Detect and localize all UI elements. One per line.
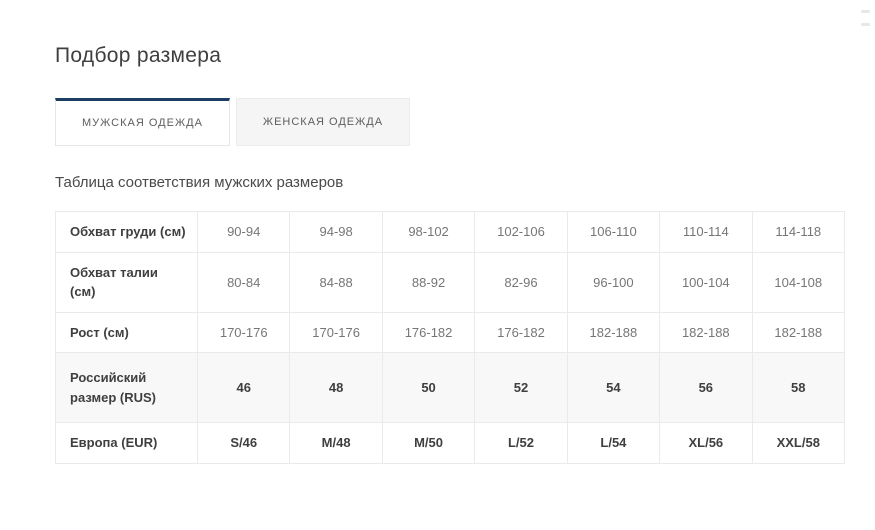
size-cell: XL/56: [659, 422, 753, 464]
table-row: Обхват талии (см) 80-84 84-88 88-92 82-96 96-…: [55, 251, 846, 313]
table-row: Российский размер (RUS) 46 48 50 52 54 56 58: [55, 352, 846, 423]
size-cell: 102-106: [474, 211, 568, 253]
size-cell: 48: [289, 352, 383, 423]
size-table-caption: Таблица соответствия мужских размеров: [55, 174, 344, 191]
size-cell: 106-110: [566, 211, 661, 253]
row-label: Европа (EUR): [55, 422, 198, 464]
size-cell: 52: [474, 352, 568, 423]
size-cell: 94-98: [289, 211, 383, 253]
size-cell: 98-102: [381, 211, 476, 253]
size-cell: L/54: [566, 422, 661, 464]
size-cell: 54: [566, 352, 661, 423]
size-cell: 176-182: [474, 311, 568, 353]
size-cell: 82-96: [474, 251, 568, 313]
size-correspondence-table: Обхват груди (см) 90-94 94-98 98-102 102-106…: [55, 211, 846, 464]
size-cell: 88-92: [381, 251, 476, 313]
size-cell: 84-88: [289, 251, 383, 313]
row-label: Рост (см): [55, 311, 198, 353]
tab-womens-clothing[interactable]: ЖЕНСКАЯ ОДЕЖДА: [235, 98, 411, 146]
size-cell: 100-104: [659, 251, 753, 313]
size-cell: 170-176: [289, 311, 383, 353]
size-cell: L/52: [474, 422, 568, 464]
size-cell: 56: [659, 352, 753, 423]
size-cell: 90-94: [196, 211, 291, 253]
tab-womens-clothing-label: ЖЕНСКАЯ ОДЕЖДА: [262, 116, 384, 128]
size-cell: 170-176: [196, 311, 291, 353]
size-cell: 58: [751, 352, 846, 423]
size-cell: 182-188: [659, 311, 753, 353]
size-table-body: Обхват груди (см) 90-94 94-98 98-102 102-106…: [55, 211, 846, 464]
size-cell: 104-108: [751, 251, 846, 313]
tab-mens-clothing-label: МУЖСКАЯ ОДЕЖДА: [82, 117, 203, 129]
size-cell: 80-84: [196, 251, 291, 313]
size-cell: 182-188: [751, 311, 846, 353]
page-title: Подбор размера: [55, 44, 222, 67]
scroll-indicator-icon: [861, 10, 870, 26]
clothing-tabs: МУЖСКАЯ ОДЕЖДА ЖЕНСКАЯ ОДЕЖДА: [55, 98, 845, 146]
row-label: Обхват груди (см): [55, 211, 198, 253]
size-cell: 182-188: [566, 311, 661, 353]
size-cell: 176-182: [381, 311, 476, 353]
size-cell: M/50: [381, 422, 476, 464]
row-label: Обхват талии (см): [55, 251, 198, 313]
size-cell: 96-100: [566, 251, 661, 313]
size-guide-panel: Подбор размера МУЖСКАЯ ОДЕЖДА ЖЕНСКАЯ ОД…: [55, 44, 846, 464]
table-row: Обхват груди (см) 90-94 94-98 98-102 102-106…: [55, 211, 846, 253]
size-cell: 114-118: [751, 211, 846, 253]
size-cell: XXL/58: [751, 422, 846, 464]
size-cell: 110-114: [659, 211, 753, 253]
table-row: Европа (EUR) S/46 M/48 M/50 L/52 L/54 XL/56 XXL…: [55, 422, 846, 464]
table-row: Рост (см) 170-176 170-176 176-182 176-182 182…: [55, 311, 846, 353]
row-label: Российский размер (RUS): [55, 352, 198, 423]
tab-mens-clothing[interactable]: МУЖСКАЯ ОДЕЖДА: [55, 98, 230, 146]
size-cell: M/48: [289, 422, 383, 464]
size-cell: S/46: [196, 422, 291, 464]
size-cell: 46: [196, 352, 291, 423]
size-cell: 50: [381, 352, 476, 423]
